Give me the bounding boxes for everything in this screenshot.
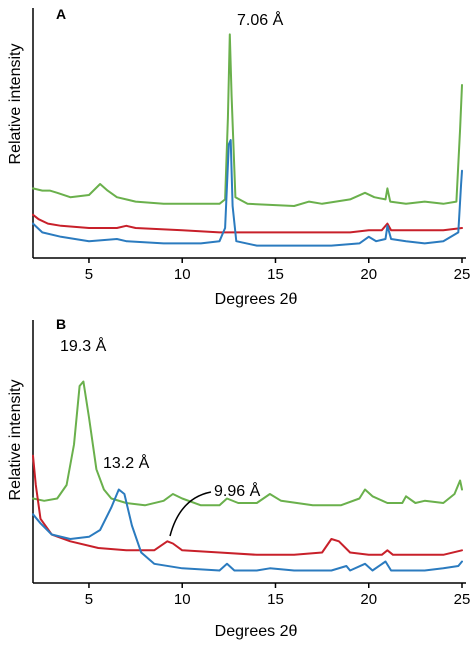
x-tick-label: 15: [267, 591, 284, 608]
panel-a: A Relative intensity 5 10 15 20 25 Degrees 2…: [7, 6, 470, 308]
peak-label-19-3: 19.3 Å: [60, 336, 107, 355]
panel-b: B Relative intensity 5 10 15 20 25 Degrees 2…: [7, 316, 470, 640]
peak-label-9-96: 9.96 Å: [214, 481, 261, 500]
series-line-3: [32, 139, 463, 247]
panel-b-y-axis-label: Relative intensity: [7, 380, 24, 501]
x-tick-label: 5: [85, 591, 93, 608]
panel-a-x-ticks: 5 10 15 20 25: [85, 258, 471, 283]
panel-b-series: [32, 380, 463, 572]
panel-b-x-axis-label: Degrees 2θ: [215, 623, 298, 640]
series-line-3: [32, 488, 463, 572]
x-tick-label: 5: [85, 266, 93, 283]
panel-b-letter: B: [56, 316, 66, 332]
x-tick-label: 10: [174, 591, 191, 608]
series-line-1: [32, 380, 463, 507]
x-tick-label: 10: [174, 266, 191, 283]
x-tick-label: 20: [360, 591, 377, 608]
panel-a-letter: A: [56, 6, 66, 22]
panel-a-y-axis-label: Relative intensity: [7, 44, 24, 165]
x-tick-label: 25: [454, 591, 471, 608]
series-line-2: [32, 213, 463, 234]
series-line-2: [32, 454, 463, 556]
peak-leader-line: [169, 491, 212, 537]
x-tick-label: 15: [267, 266, 284, 283]
series-line-1: [32, 33, 463, 207]
panel-a-x-axis-label: Degrees 2θ: [215, 291, 298, 308]
peak-label-7-06: 7.06 Å: [237, 10, 284, 29]
x-tick-label: 20: [360, 266, 377, 283]
panel-a-series: [32, 33, 463, 247]
peak-label-13-2: 13.2 Å: [103, 453, 150, 472]
x-tick-label: 25: [454, 266, 471, 283]
panel-b-x-ticks: 5 10 15 20 25: [85, 583, 471, 608]
